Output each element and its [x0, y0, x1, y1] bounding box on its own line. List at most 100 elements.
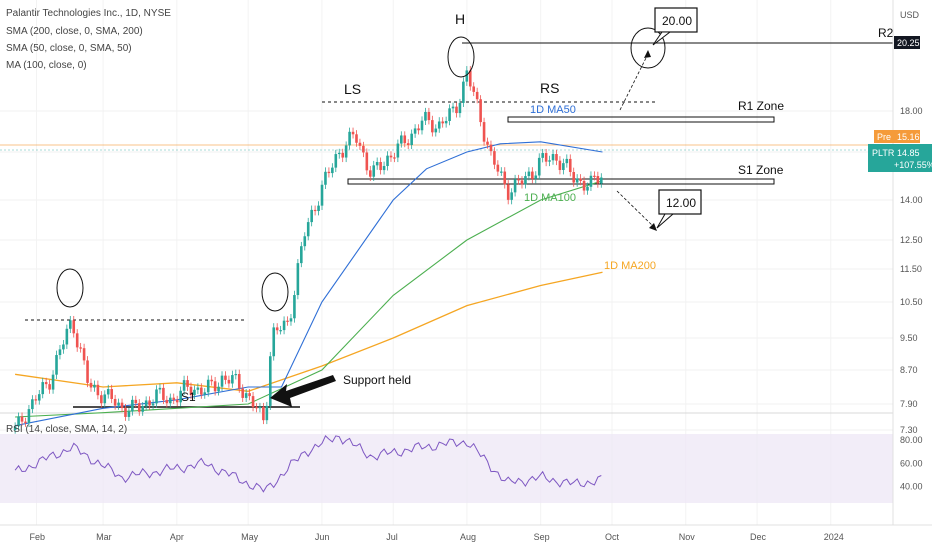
callout-up-tail — [652, 31, 672, 46]
label-ma200: 1D MA200 — [604, 260, 656, 272]
label-s1: S1 — [181, 390, 196, 404]
candle-body — [424, 111, 427, 121]
candle-body — [558, 160, 562, 171]
candle — [593, 171, 596, 181]
candle — [134, 395, 138, 408]
candle-body — [372, 165, 376, 177]
candle — [524, 171, 527, 189]
candle-body — [331, 167, 334, 174]
candle-body — [282, 320, 286, 331]
candle — [517, 174, 520, 185]
y-tick-label: 10.50 — [900, 297, 923, 307]
candle-body — [237, 373, 241, 389]
candle-body — [551, 154, 555, 161]
candle — [189, 382, 193, 400]
candle — [303, 232, 307, 251]
candle — [386, 151, 389, 171]
candle-body — [293, 295, 296, 319]
candle — [210, 375, 213, 386]
candle-body — [520, 180, 524, 185]
candle — [168, 393, 172, 408]
candle — [362, 141, 365, 158]
candle — [17, 412, 20, 431]
candle-body — [275, 327, 279, 331]
candle-body — [272, 327, 276, 357]
candle-body — [417, 128, 420, 131]
candle — [69, 315, 72, 334]
candle — [410, 129, 413, 150]
candle-body — [537, 157, 541, 176]
x-tick-label: Apr — [170, 532, 184, 542]
candle — [293, 290, 296, 323]
candle — [306, 217, 310, 241]
candle-body — [334, 154, 338, 168]
candle-body — [106, 389, 110, 395]
candle-body — [55, 355, 58, 375]
candle-body — [420, 120, 424, 131]
candle — [258, 402, 262, 413]
indicator-ma100: MA (100, close, 0) — [6, 60, 87, 71]
candle-body — [189, 386, 193, 396]
candle — [555, 149, 558, 166]
candle-body — [182, 380, 186, 391]
candle — [79, 342, 82, 353]
candle-body — [393, 157, 396, 159]
candle — [486, 137, 489, 149]
candle — [534, 171, 538, 184]
candle — [262, 402, 265, 425]
rsi-tick-label: 60.00 — [900, 458, 923, 468]
candle-body — [286, 320, 289, 322]
candle-body — [65, 328, 69, 345]
candle-body — [510, 192, 513, 200]
candle-body — [262, 406, 265, 421]
candle — [358, 138, 362, 150]
candle — [451, 102, 455, 113]
candle-body — [24, 421, 27, 423]
candle-body — [358, 142, 362, 146]
candle-body — [27, 409, 31, 423]
candle-body — [82, 348, 86, 361]
last-value: 14.85 — [897, 148, 920, 158]
candle-body — [344, 145, 348, 158]
candle-body — [410, 133, 413, 146]
candle — [203, 388, 207, 399]
candle-body — [151, 403, 155, 406]
candle-body — [362, 145, 365, 153]
candle — [206, 375, 210, 397]
peak-circle-h — [447, 36, 475, 78]
candle — [337, 148, 341, 159]
candle — [503, 167, 507, 189]
candle-body — [544, 153, 548, 162]
x-tick-label: Mar — [96, 532, 112, 542]
x-tick-label: Nov — [679, 532, 696, 542]
candle — [541, 148, 544, 163]
pre-badge — [874, 130, 920, 143]
x-tick-label: May — [241, 532, 259, 542]
candle — [589, 171, 593, 191]
candle-body — [134, 399, 138, 404]
candle — [124, 404, 127, 421]
candle-body — [486, 141, 489, 145]
candle-body — [351, 131, 355, 135]
candle — [493, 147, 496, 170]
pre-badge-value: 15.16 — [897, 132, 920, 142]
candle — [551, 149, 555, 165]
candle — [231, 370, 234, 388]
candle — [213, 376, 217, 396]
label-r1-zone: R1 Zone — [738, 99, 784, 113]
r2-badge-value: 20.25 — [897, 38, 920, 48]
candle-body — [586, 186, 589, 191]
candle — [41, 377, 45, 399]
candle-body — [231, 375, 234, 384]
candle-body — [337, 152, 341, 155]
candle-body — [531, 171, 534, 179]
candle — [224, 371, 227, 385]
candle-body — [589, 175, 593, 187]
candle-body — [493, 151, 496, 165]
candle-body — [437, 121, 441, 129]
candle — [255, 403, 258, 413]
candle-body — [255, 407, 258, 409]
candle-body — [103, 394, 107, 404]
candle-body — [468, 70, 472, 87]
